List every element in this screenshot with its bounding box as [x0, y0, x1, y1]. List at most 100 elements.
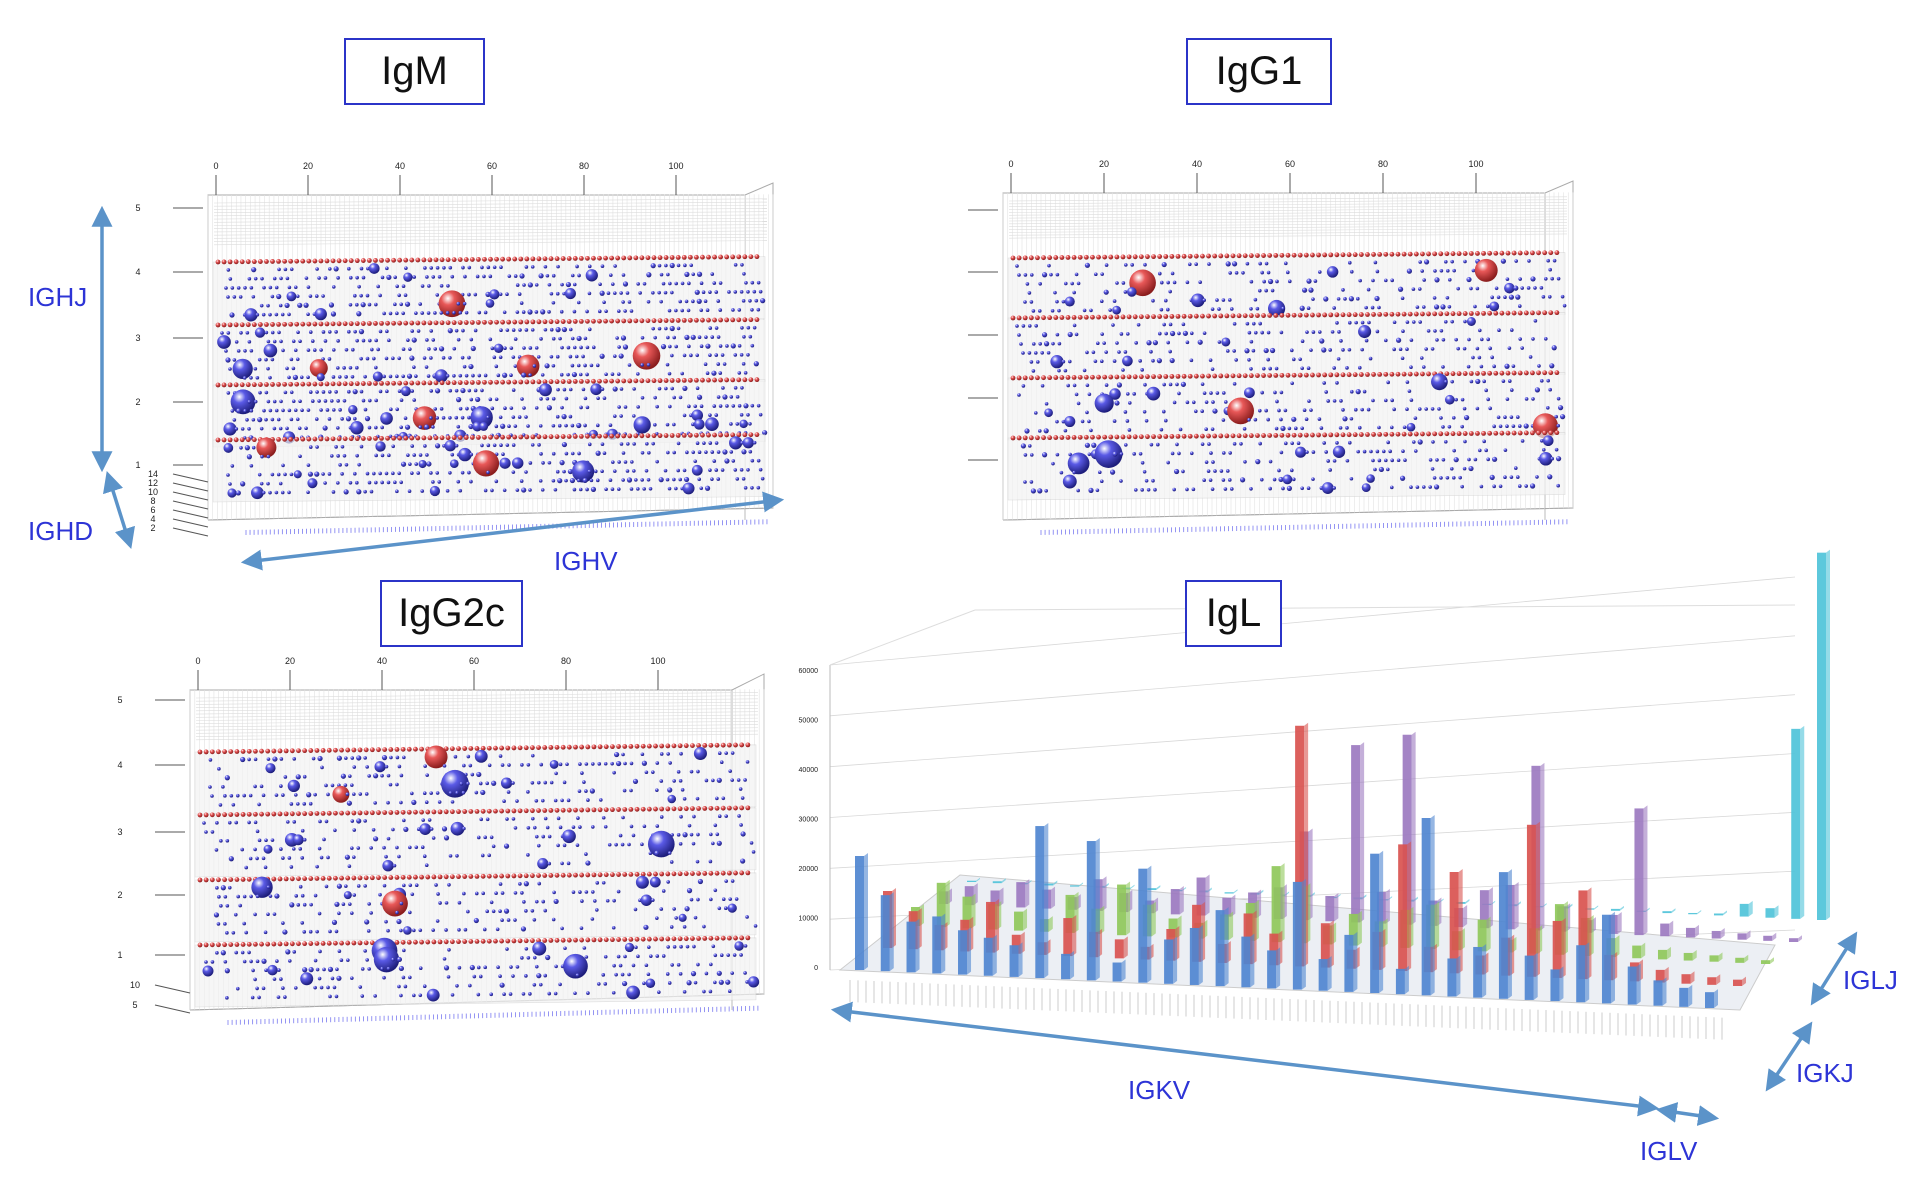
sphere-blue: [412, 365, 416, 369]
bar-side: [1798, 935, 1802, 942]
sphere-blue: [458, 373, 463, 378]
sphere-red: [603, 872, 609, 878]
sphere-blue: [1402, 425, 1407, 430]
sphere-blue: [1471, 355, 1475, 360]
sphere-blue: [1364, 305, 1368, 310]
sphere-blue: [307, 478, 318, 489]
sphere-blue: [655, 788, 659, 792]
sphere-blue: [711, 778, 715, 783]
sphere-blue: [740, 858, 746, 864]
sphere-blue: [462, 763, 466, 768]
top-mesh-line: [195, 727, 759, 734]
sphere-blue: [272, 756, 278, 762]
sphere-blue: [1406, 268, 1412, 274]
sphere-blue: [1409, 398, 1414, 402]
sphere-blue: [402, 755, 406, 760]
sphere-blue: [672, 907, 676, 911]
sphere-blue: [472, 421, 483, 432]
sphere-blue: [1498, 484, 1503, 489]
sphere-blue: [691, 272, 696, 277]
sphere-red: [1120, 434, 1126, 440]
sphere-red: [566, 937, 572, 943]
sphere-blue: [1156, 442, 1160, 447]
sphere-blue: [393, 480, 397, 485]
sphere-blue: [511, 355, 516, 359]
sphere-blue: [295, 294, 300, 299]
sphere-blue: [505, 817, 509, 821]
sphere-blue: [742, 271, 746, 276]
sphere-blue: [491, 844, 496, 849]
sphere-red: [736, 254, 742, 260]
sphere-red: [683, 871, 689, 877]
sphere-blue: [630, 460, 634, 464]
sphere-blue: [279, 399, 283, 404]
sphere-red: [536, 319, 542, 325]
sphere-blue: [668, 761, 672, 765]
sphere-blue: [337, 949, 342, 954]
sphere-blue: [328, 994, 332, 999]
sphere-red: [324, 258, 330, 264]
sphere-blue: [423, 444, 427, 448]
sphere-blue: [268, 285, 273, 290]
sphere-blue: [1055, 332, 1060, 337]
sphere-blue: [674, 344, 679, 349]
sphere-blue: [1524, 484, 1528, 488]
sphere-blue: [315, 864, 319, 869]
sphere-blue: [649, 954, 653, 958]
sphere-blue: [1398, 347, 1403, 352]
sphere-blue: [1159, 307, 1164, 312]
sphere-red: [1352, 432, 1358, 438]
sphere-blue: [448, 415, 452, 420]
sphere-blue: [300, 972, 314, 986]
sphere-red: [363, 810, 369, 816]
sphere-red: [1340, 312, 1346, 318]
sphere-blue: [322, 425, 328, 431]
sphere-red: [1145, 434, 1150, 440]
sphere-red: [622, 744, 628, 749]
sphere-blue: [325, 408, 330, 412]
sphere-blue: [748, 334, 753, 339]
bar-side: [992, 934, 997, 976]
sphere-blue: [741, 299, 746, 303]
sphere-blue: [458, 406, 463, 411]
sphere-blue: [323, 276, 328, 280]
sphere-blue: [1298, 357, 1302, 362]
sphere-blue: [531, 753, 535, 758]
sphere-red: [542, 745, 548, 750]
sphere-blue: [722, 362, 727, 366]
sphere-blue: [1469, 286, 1473, 291]
sphere-red: [1487, 370, 1493, 376]
sphere-blue: [473, 917, 479, 924]
sphere-red: [639, 378, 645, 384]
bar: [1044, 883, 1054, 886]
sphere-red: [584, 318, 590, 324]
sphere-red: [566, 379, 572, 384]
sphere-red: [1377, 432, 1383, 437]
sphere-red: [1102, 374, 1108, 380]
sphere-blue: [414, 374, 418, 378]
sphere-blue: [1311, 477, 1315, 481]
sphere-blue: [302, 774, 307, 779]
sphere-blue: [262, 285, 266, 290]
sphere-blue: [302, 837, 307, 842]
sphere-red: [603, 433, 608, 439]
bar-side: [1198, 924, 1203, 985]
sphere-blue: [689, 832, 694, 837]
sphere-blue: [1518, 277, 1522, 281]
sphere-blue: [1415, 305, 1420, 309]
sphere-red: [1138, 434, 1144, 440]
sphere-blue: [344, 756, 348, 760]
sphere-red: [469, 380, 475, 385]
sphere-blue: [439, 346, 445, 352]
sphere-blue: [623, 309, 627, 313]
sphere-blue: [1386, 380, 1390, 385]
sphere-blue: [578, 372, 583, 377]
sphere-blue: [1552, 258, 1557, 263]
sphere-red: [1261, 373, 1266, 378]
sphere-blue: [744, 280, 748, 285]
sphere-blue: [499, 443, 503, 448]
sphere-blue: [680, 371, 685, 376]
sphere-blue: [260, 454, 264, 459]
sphere-blue: [646, 300, 651, 304]
sphere-blue: [1202, 331, 1207, 335]
